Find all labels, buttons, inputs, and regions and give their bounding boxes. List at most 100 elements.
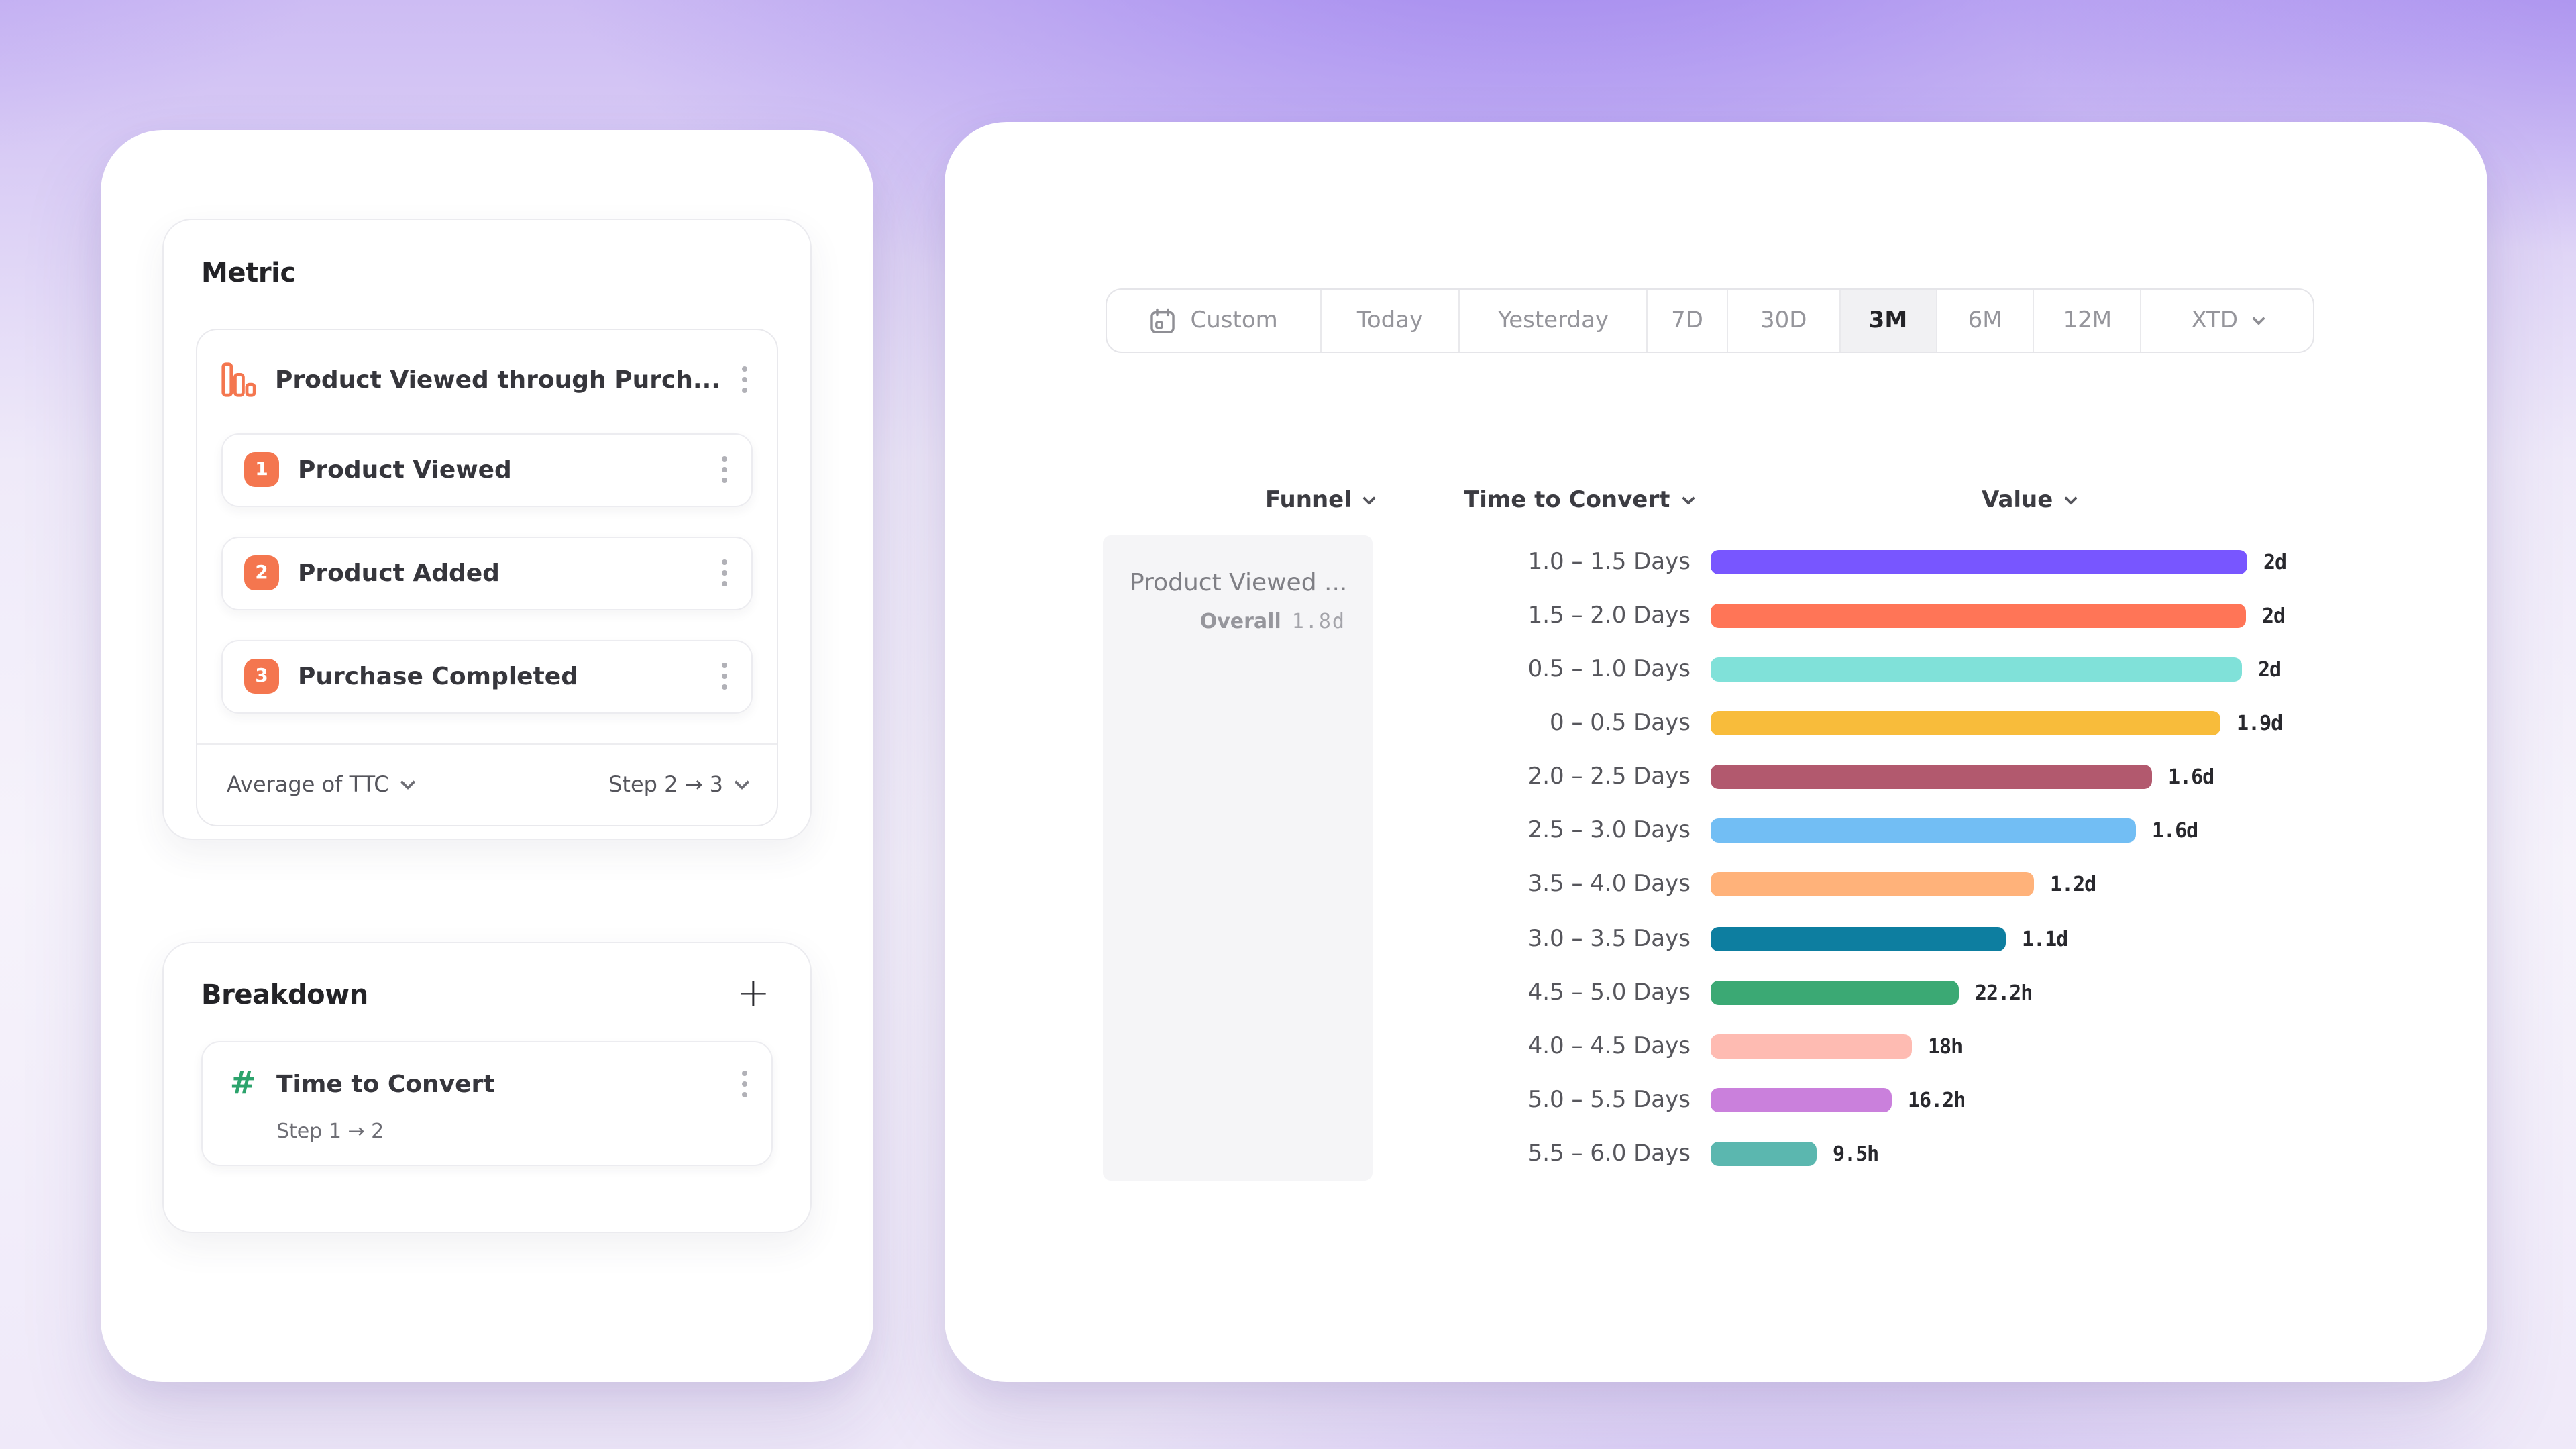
funnel-step-2[interactable]: 2 Product Added [221,536,753,610]
kebab-menu-icon[interactable] [714,552,735,595]
funnel-row-name: Product Viewed ... [1130,569,1348,597]
aggregation-dropdown[interactable]: Average of TTC [227,771,415,798]
bar-row: 5.0 – 5.5 Days 16.2h [1387,1073,2420,1127]
chevron-down-icon [400,774,415,790]
bar-row: 0 – 0.5 Days 1.9d [1387,696,2420,750]
bar-value: 1.6d [2152,818,2198,843]
bar-row: 1.0 – 1.5 Days 2d [1387,535,2420,589]
breakdown-item-name: Time to Convert [276,1070,495,1098]
bar[interactable] [1711,872,2034,897]
funnel-step-1[interactable]: 1 Product Viewed [221,433,753,507]
date-tab-3m[interactable]: 3M [1840,290,1937,352]
add-breakdown-button[interactable]: + [736,970,770,1017]
breakdown-title: Breakdown [201,978,368,1010]
date-tab-30d[interactable]: 30D [1728,290,1841,352]
chevron-down-icon [1362,491,1377,504]
bar[interactable] [1711,1034,1912,1059]
step-label: Product Viewed [298,455,512,484]
date-tab-xtd[interactable]: XTD [2142,290,2313,352]
date-tab-6m[interactable]: 6M [1937,290,2035,352]
step-number-badge: 2 [244,555,279,591]
breakdown-item[interactable]: # Time to Convert Step 1 → 2 [201,1041,773,1166]
bar[interactable] [1711,604,2246,629]
bar-row: 3.5 – 4.0 Days 1.2d [1387,858,2420,912]
date-tab-today[interactable]: Today [1321,290,1460,352]
bucket-label: 0 – 0.5 Days [1550,710,1690,737]
bar[interactable] [1711,818,2136,843]
bucket-label: 1.0 – 1.5 Days [1527,549,1690,576]
column-header-funnel[interactable]: Funnel [1265,487,1377,514]
calendar-icon [1150,307,1175,333]
date-tab-12m[interactable]: 12M [2035,290,2142,352]
bar-row: 1.5 – 2.0 Days 2d [1387,589,2420,643]
bucket-label: 2.5 – 3.0 Days [1527,817,1690,845]
funnel-metric-row[interactable]: Product Viewed through Purch... [197,330,777,431]
date-tab-7d[interactable]: 7D [1648,290,1728,352]
kebab-menu-icon[interactable] [714,655,735,698]
funnel-row-cell[interactable]: Product Viewed ... Overall 1.8d [1103,535,1373,1181]
chevron-down-icon [1681,491,1695,504]
kebab-menu-icon[interactable] [714,449,735,492]
bar[interactable] [1711,1141,1817,1166]
bar-value: 9.5h [1833,1141,1879,1166]
date-range-tabbar: Custom Today Yesterday 7D 30D 3M 6M 12M XTD [1106,288,2314,353]
step-label: Purchase Completed [298,662,578,691]
step-label: Product Added [298,559,500,588]
bar-row: 2.5 – 3.0 Days 1.6d [1387,804,2420,858]
bar-row: 5.5 – 6.0 Days 9.5h [1387,1127,2420,1181]
funnel-step-3[interactable]: 3 Purchase Completed [221,639,753,714]
funnel-row-overall: Overall 1.8d [1199,609,1346,633]
date-tab-yesterday[interactable]: Yesterday [1460,290,1648,352]
bar-row: 2.0 – 2.5 Days 1.6d [1387,751,2420,804]
step-range-dropdown[interactable]: Step 2 → 3 [608,771,750,798]
aggregation-label: Average of TTC [227,771,389,798]
bar-value: 1.2d [2050,872,2096,897]
bar[interactable] [1711,980,1959,1005]
column-header-time-to-convert[interactable]: Time to Convert [1464,487,1695,514]
query-builder-card: Metric Product Viewed through Purch... 1… [101,130,873,1382]
metric-title: Metric [201,256,296,288]
kebab-menu-icon[interactable] [734,359,755,402]
bar-row: 0.5 – 1.0 Days 2d [1387,643,2420,696]
bar[interactable] [1711,550,2247,574]
chevron-down-icon [2064,491,2078,504]
bar[interactable] [1711,711,2220,736]
bar-chart: 1.0 – 1.5 Days 2d 1.5 – 2.0 Days 2d 0.5 – 1.… [1387,535,2420,1181]
step-number-badge: 1 [244,452,279,488]
bucket-label: 4.0 – 4.5 Days [1527,1032,1690,1060]
bucket-label: 1.5 – 2.0 Days [1527,602,1690,630]
bar[interactable] [1711,926,2006,951]
bucket-label: 5.5 – 6.0 Days [1527,1140,1690,1167]
bar-row: 4.5 – 5.0 Days 22.2h [1387,965,2420,1019]
chevron-down-icon [734,774,750,790]
bar-value: 2d [2262,604,2286,629]
bar[interactable] [1711,765,2152,790]
bar[interactable] [1711,1087,1892,1112]
breakdown-item-detail: Step 1 → 2 [276,1119,384,1143]
step-number-badge: 3 [244,659,279,694]
bucket-label: 3.0 – 3.5 Days [1527,925,1690,953]
bucket-label: 5.0 – 5.5 Days [1527,1086,1690,1114]
bar-value: 1.6d [2168,765,2214,790]
bar-value: 22.2h [1975,980,2033,1005]
bar-value: 18h [1928,1034,1963,1059]
funnel-chart-icon [221,363,256,398]
funnel-steps-list: 1 Product Viewed 2 Product Added 3 Purchase C… [197,431,777,743]
bar[interactable] [1711,657,2242,682]
bucket-label: 4.5 – 5.0 Days [1527,979,1690,1006]
kebab-menu-icon[interactable] [734,1063,755,1106]
bar-row: 3.0 – 3.5 Days 1.1d [1387,912,2420,965]
date-tab-custom[interactable]: Custom [1107,290,1322,352]
bucket-label: 2.0 – 2.5 Days [1527,763,1690,791]
column-header-value[interactable]: Value [1982,487,2078,514]
breakdown-panel: Breakdown + # Time to Convert Step 1 → 2 [162,942,812,1233]
chevron-down-icon [2252,311,2266,325]
metric-footer: Average of TTC Step 2 → 3 [197,743,777,825]
bar-row: 4.0 – 4.5 Days 18h [1387,1019,2420,1073]
bar-value: 2d [2263,550,2287,574]
bar-value: 1.9d [2237,711,2283,736]
hash-icon: # [229,1067,256,1102]
bar-value: 2d [2258,657,2282,682]
step-range-label: Step 2 → 3 [608,771,723,798]
